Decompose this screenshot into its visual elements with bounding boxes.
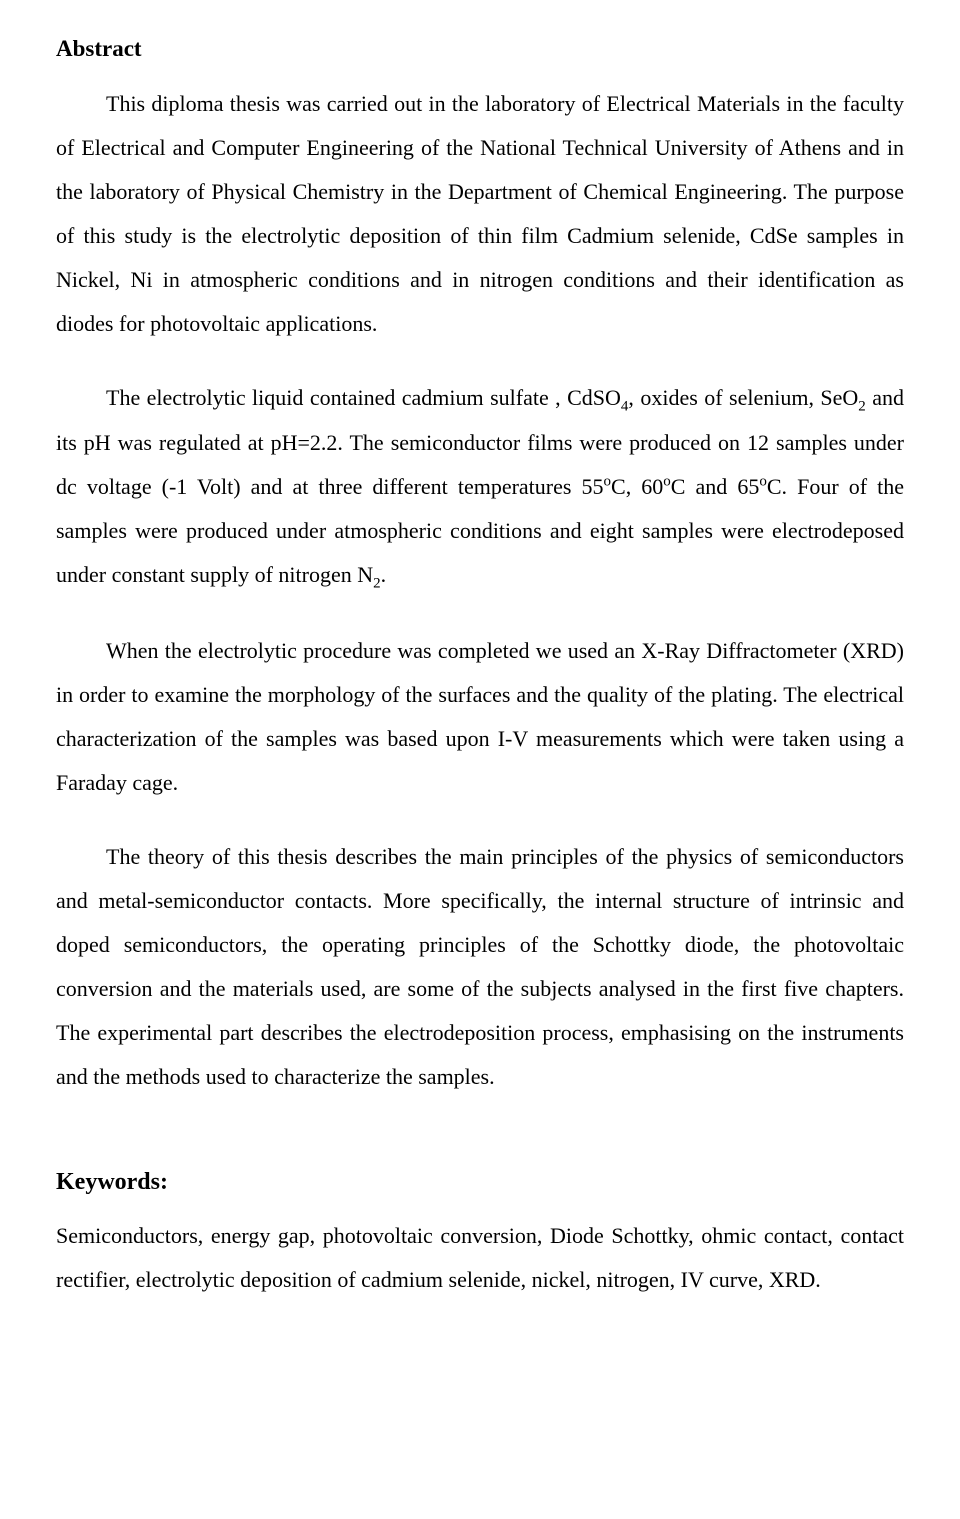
abstract-paragraph-2: The electrolytic liquid contained cadmiu… (56, 376, 904, 599)
superscript: o (663, 474, 671, 490)
abstract-heading: Abstract (56, 36, 904, 62)
keywords-heading: Keywords: (56, 1169, 904, 1196)
superscript: o (759, 474, 767, 490)
superscript: o (604, 474, 612, 490)
paragraph-text: C, 60 (611, 474, 663, 499)
subscript: 2 (858, 398, 866, 414)
paragraph-text: , oxides of selenium, SeO (628, 385, 858, 410)
keywords-text: Semiconductors, energy gap, photovoltaic… (56, 1214, 904, 1302)
paragraph-text: When the electrolytic procedure was comp… (56, 638, 904, 795)
abstract-paragraph-1: This diploma thesis was carried out in t… (56, 82, 904, 346)
paragraph-text: The theory of this thesis describes the … (56, 844, 904, 1089)
subscript: 2 (373, 576, 381, 592)
abstract-paragraph-3: When the electrolytic procedure was comp… (56, 629, 904, 805)
paragraph-text: The electrolytic liquid contained cadmiu… (106, 385, 621, 410)
paragraph-text: This diploma thesis was carried out in t… (56, 91, 904, 336)
abstract-paragraph-4: The theory of this thesis describes the … (56, 835, 904, 1099)
paragraph-text: . (381, 562, 387, 587)
paragraph-text: C and 65 (671, 474, 760, 499)
